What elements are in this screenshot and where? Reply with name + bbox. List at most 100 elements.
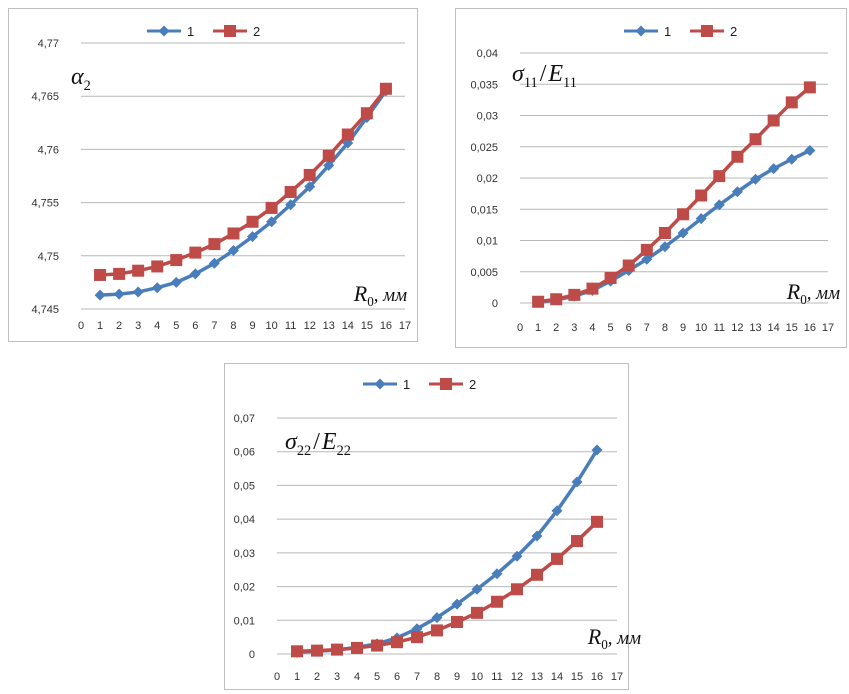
series-2-point: [371, 639, 383, 652]
x-tick-label: 17: [611, 671, 623, 683]
chart-sigma11: 0 0,005 0,01 0,015 0,02 0,025 0,03 0,035 0,04 0 1 2…: [455, 8, 847, 348]
y-tick-label: 0,02: [234, 582, 255, 594]
series-1-point: [713, 199, 725, 211]
series-1-point: [641, 253, 653, 265]
x-tick-label: 7: [211, 320, 217, 332]
series-1-point: [659, 241, 671, 253]
series-1-point: [531, 530, 543, 542]
y-tick-label: 4,765: [31, 91, 59, 103]
series-1-point: [266, 216, 278, 228]
x-tick-label: 4: [354, 671, 360, 683]
x-tick-label: 16: [804, 322, 816, 334]
chart-title: σ22/E22: [285, 429, 351, 459]
series-2-point: [113, 267, 126, 280]
legend-2-label: 2: [730, 24, 737, 39]
series-1-point: [323, 159, 335, 171]
x-tick-label: 15: [786, 322, 798, 334]
x-tick-label: 13: [323, 320, 335, 332]
series-1-point: [750, 173, 762, 185]
series-1-point: [132, 286, 144, 298]
series-2-point: [331, 643, 343, 656]
x-tick-label: 2: [553, 322, 559, 334]
series-1-point: [247, 231, 259, 243]
y-tick-label: 4,755: [31, 198, 59, 210]
series-2-point: [227, 227, 240, 240]
x-tick-label: 16: [591, 671, 603, 683]
series-1-point: [113, 288, 125, 300]
x-tick-label: 11: [285, 320, 296, 332]
series-1-point: [677, 227, 689, 239]
series-1-point: [768, 163, 780, 175]
series-2-point: [551, 552, 563, 565]
y-tick-label: 0,06: [234, 447, 255, 459]
y-tick-label: 0,015: [470, 204, 498, 216]
y-tick-label: 0,07: [234, 413, 255, 425]
series-2-point: [246, 215, 259, 228]
x-tick-label: 13: [749, 322, 761, 334]
series-2-point: [132, 264, 145, 277]
series-2-point: [586, 282, 599, 295]
series-2-point: [351, 641, 363, 654]
series-2-point: [411, 631, 423, 644]
x-tick-label: 3: [135, 320, 141, 332]
series-1-point: [208, 257, 220, 269]
series-2-point: [291, 645, 303, 658]
x-tick-label: 1: [97, 320, 103, 332]
x-tick-label: 17: [822, 322, 834, 334]
series-1-point: [786, 153, 798, 165]
chart-title: α2: [71, 64, 91, 94]
series-2-point: [311, 644, 323, 657]
x-tick-label: 11: [714, 322, 725, 334]
series-2-point: [532, 295, 545, 308]
series-1-point: [285, 199, 297, 211]
chart-sigma22: 0 0,01 0,02 0,03 0,04 0,05 0,06 0,07 0 1 2 3 4 5 6 7 8 9 1…: [224, 363, 641, 690]
legend-1-label: 1: [187, 24, 194, 39]
x-tick-label: 10: [471, 671, 483, 683]
y-tick-label: 4,75: [38, 251, 59, 263]
series-2-point: [571, 535, 583, 548]
x-tick-label: 17: [399, 320, 411, 332]
series-1-point: [571, 476, 583, 488]
series-2-point: [591, 515, 603, 528]
y-tick-label: 0,025: [470, 142, 498, 154]
series-2-line: [99, 87, 388, 277]
series-1-point: [151, 282, 163, 294]
x-tick-label: 6: [192, 320, 198, 332]
x-tick-label: 10: [265, 320, 277, 332]
series-2-point: [550, 293, 563, 306]
x-tick-label: 8: [230, 320, 236, 332]
chart-sigma22-svg: 00,010,020,030,040,050,060,070 1 2 3 4 5 6 7 8 9 1…: [234, 377, 641, 683]
legend-2-label: 2: [469, 377, 476, 392]
y-tick-label: 0,01: [234, 615, 255, 627]
y-tick-label: 0,01: [477, 236, 498, 248]
x-axis-label: R0, мм: [587, 624, 641, 652]
series-2-point: [604, 272, 617, 284]
series-1-point: [227, 244, 239, 256]
legend-1-marker: [635, 25, 647, 37]
x-tick-label: 15: [571, 671, 583, 683]
series-1-point: [511, 550, 523, 562]
series-2-line: [537, 86, 811, 304]
y-tick-label: 0,005: [470, 267, 498, 279]
legend-1-label: 1: [664, 24, 671, 39]
series-2-point: [677, 208, 690, 221]
x-tick-label: 14: [768, 322, 780, 334]
x-tick-label: 6: [626, 322, 632, 334]
x-tick-label: 16: [380, 320, 392, 332]
legend-2-marker: [701, 25, 713, 37]
series-2-point: [94, 268, 107, 281]
series-2-point: [531, 568, 543, 581]
y-tick-label: 4,77: [38, 38, 59, 50]
series-1-point: [695, 213, 707, 225]
x-tick-label: 11: [491, 671, 502, 683]
x-tick-label: 1: [535, 322, 541, 334]
series-1-point: [170, 276, 182, 288]
series-2-point: [713, 170, 726, 183]
series-2-point: [785, 96, 798, 109]
series-1-point: [189, 268, 201, 280]
chart-alpha2: 4,745 4,75 4,755 4,76 4,765 4,77 0 1 2 3 4 5 6 7 8 9 10 1…: [8, 8, 418, 342]
